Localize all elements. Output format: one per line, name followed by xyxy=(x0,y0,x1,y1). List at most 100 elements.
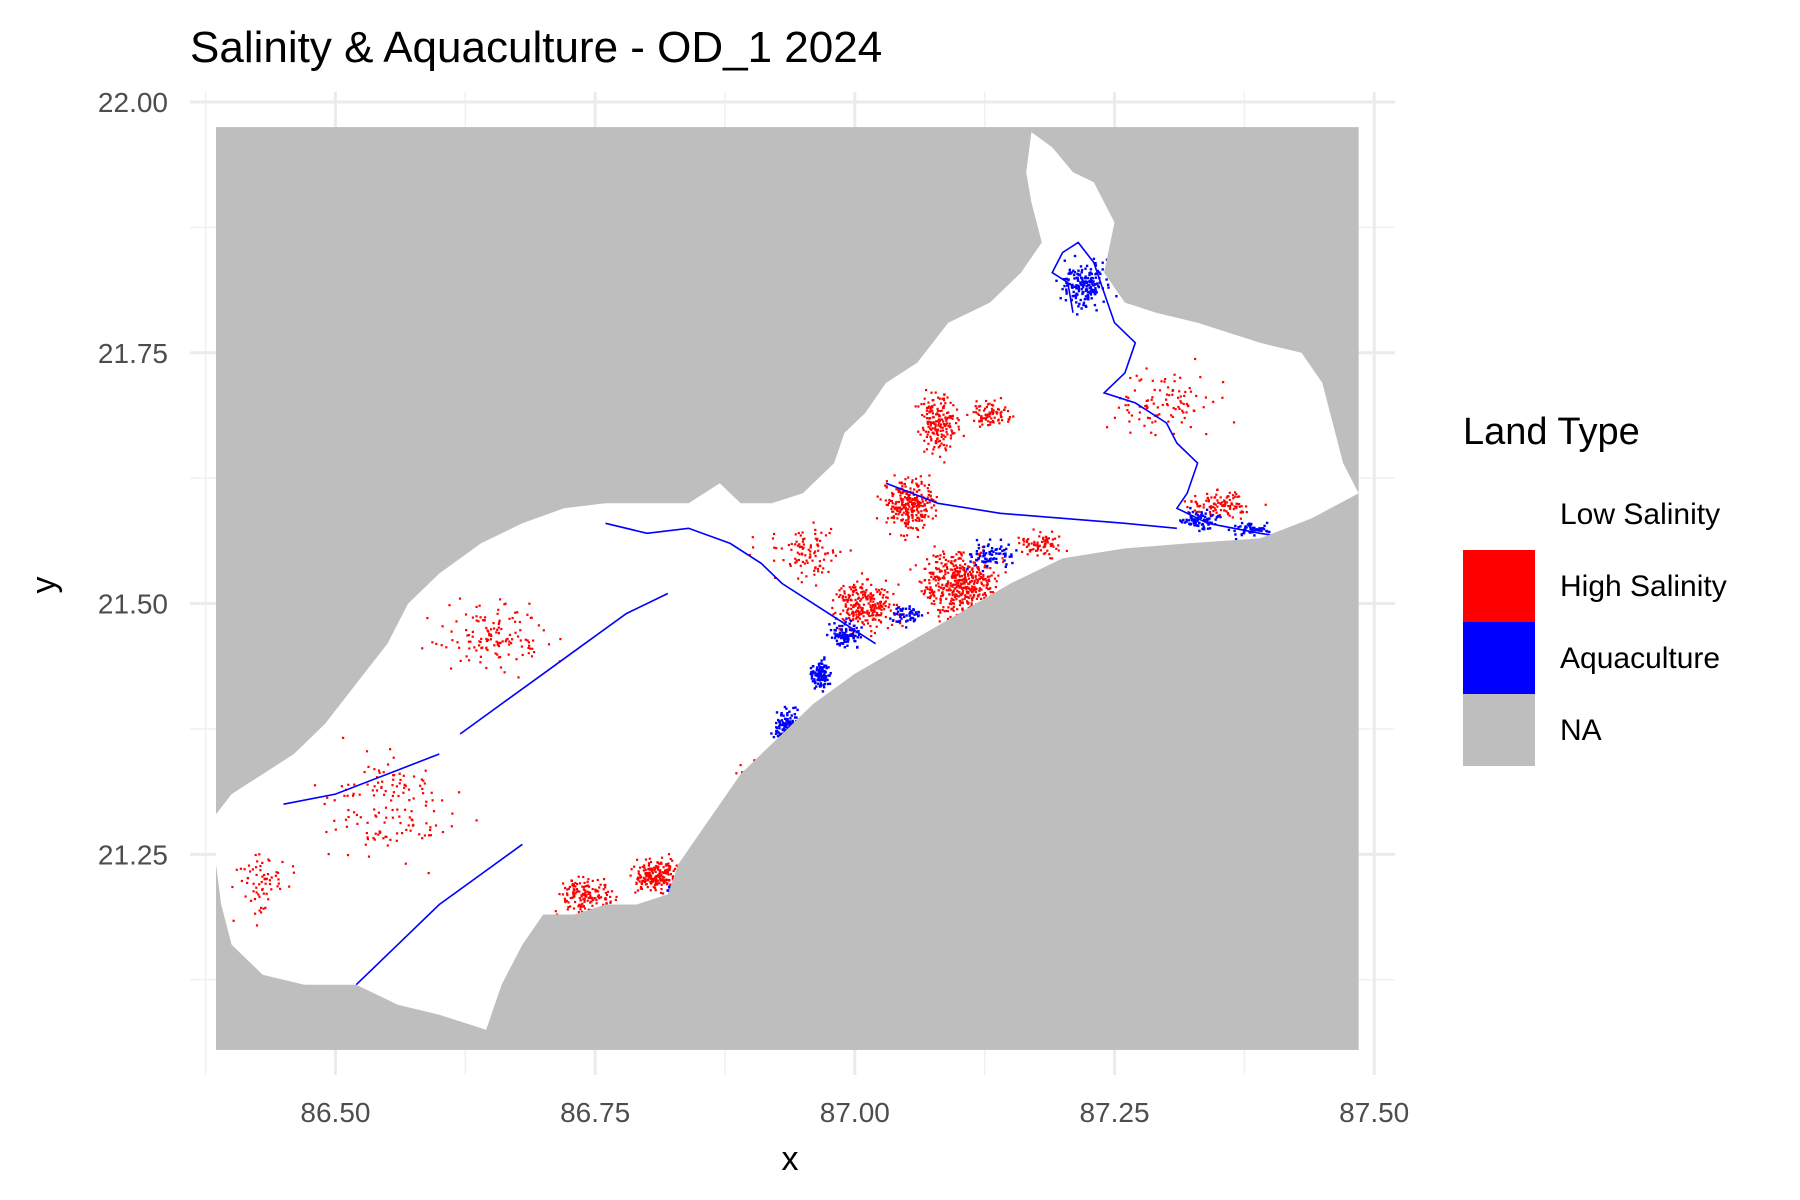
pixel xyxy=(1094,264,1098,267)
pixel xyxy=(944,584,947,587)
pixel xyxy=(924,499,927,502)
pixel xyxy=(936,429,939,432)
pixel xyxy=(942,397,945,400)
pixel xyxy=(809,553,812,556)
pixel xyxy=(421,647,424,650)
pixel xyxy=(898,619,902,623)
pixel xyxy=(859,599,862,602)
pixel xyxy=(835,639,839,642)
pixel xyxy=(268,879,271,882)
pixel xyxy=(926,496,929,499)
pixel xyxy=(782,559,785,562)
pixel xyxy=(340,785,343,788)
pixel xyxy=(916,496,919,499)
pixel xyxy=(791,719,794,723)
pixel xyxy=(859,606,862,609)
pixel xyxy=(403,783,406,786)
pixel xyxy=(961,591,964,594)
pixel xyxy=(901,624,904,628)
pixel xyxy=(861,596,864,599)
pixel xyxy=(1232,421,1236,424)
pixel xyxy=(895,607,898,611)
pixel xyxy=(802,546,805,549)
pixel xyxy=(254,866,258,869)
pixel xyxy=(665,869,668,872)
pixel xyxy=(970,602,973,605)
pixel xyxy=(826,552,829,555)
pixel xyxy=(1170,414,1173,417)
pixel xyxy=(822,673,826,676)
pixel xyxy=(937,396,940,399)
pixel xyxy=(984,558,987,561)
pixel xyxy=(860,591,863,594)
pixel xyxy=(497,656,500,659)
pixel xyxy=(795,560,798,563)
pixel xyxy=(926,487,929,490)
pixel xyxy=(824,670,827,673)
pixel xyxy=(929,421,932,424)
pixel xyxy=(950,603,953,606)
pixel xyxy=(895,488,898,491)
pixel xyxy=(346,854,350,857)
pixel xyxy=(569,905,572,908)
pixel xyxy=(945,583,948,586)
pixel xyxy=(897,513,900,516)
pixel xyxy=(927,442,930,445)
pixel xyxy=(932,421,935,424)
pixel xyxy=(1140,378,1143,381)
pixel xyxy=(951,417,954,420)
pixel xyxy=(811,665,815,668)
pixel xyxy=(371,789,374,792)
pixel xyxy=(907,499,910,502)
pixel xyxy=(816,539,819,542)
pixel xyxy=(886,596,889,599)
pixel xyxy=(1182,411,1185,414)
pixel xyxy=(841,631,844,634)
pixel xyxy=(956,417,959,420)
pixel xyxy=(467,634,471,637)
pixel xyxy=(929,406,933,409)
pixel xyxy=(1196,520,1199,523)
y-tick-label: 21.25 xyxy=(98,839,168,870)
pixel xyxy=(1038,535,1041,538)
pixel xyxy=(1138,379,1141,382)
pixel xyxy=(998,547,1002,550)
pixel xyxy=(860,609,863,612)
pixel xyxy=(655,864,658,868)
pixel xyxy=(258,895,261,898)
pixel xyxy=(1089,271,1092,274)
pixel xyxy=(564,901,567,904)
pixel xyxy=(528,644,531,647)
pixel xyxy=(654,887,657,890)
pixel xyxy=(1074,294,1078,297)
pixel xyxy=(870,634,873,638)
pixel xyxy=(897,510,900,513)
pixel xyxy=(913,613,916,616)
pixel xyxy=(951,583,954,586)
pixel xyxy=(902,511,905,514)
pixel xyxy=(654,889,657,892)
pixel xyxy=(1094,287,1097,290)
pixel xyxy=(392,778,395,781)
pixel xyxy=(819,662,822,665)
pixel xyxy=(904,506,907,509)
pixel xyxy=(519,639,522,642)
pixel xyxy=(987,579,990,582)
pixel xyxy=(819,539,822,542)
pixel xyxy=(919,433,922,436)
pixel xyxy=(1126,409,1129,412)
pixel xyxy=(1130,414,1133,417)
pixel xyxy=(793,716,797,719)
pixel xyxy=(900,492,903,495)
pixel xyxy=(450,825,453,828)
pixel xyxy=(1214,503,1217,506)
pixel xyxy=(904,525,907,528)
pixel xyxy=(594,897,597,900)
pixel xyxy=(1173,373,1176,376)
pixel xyxy=(1138,411,1141,414)
pixel xyxy=(1113,416,1116,419)
pixel xyxy=(933,422,936,425)
pixel xyxy=(1171,415,1174,418)
pixel xyxy=(951,562,954,565)
pixel xyxy=(894,503,897,506)
